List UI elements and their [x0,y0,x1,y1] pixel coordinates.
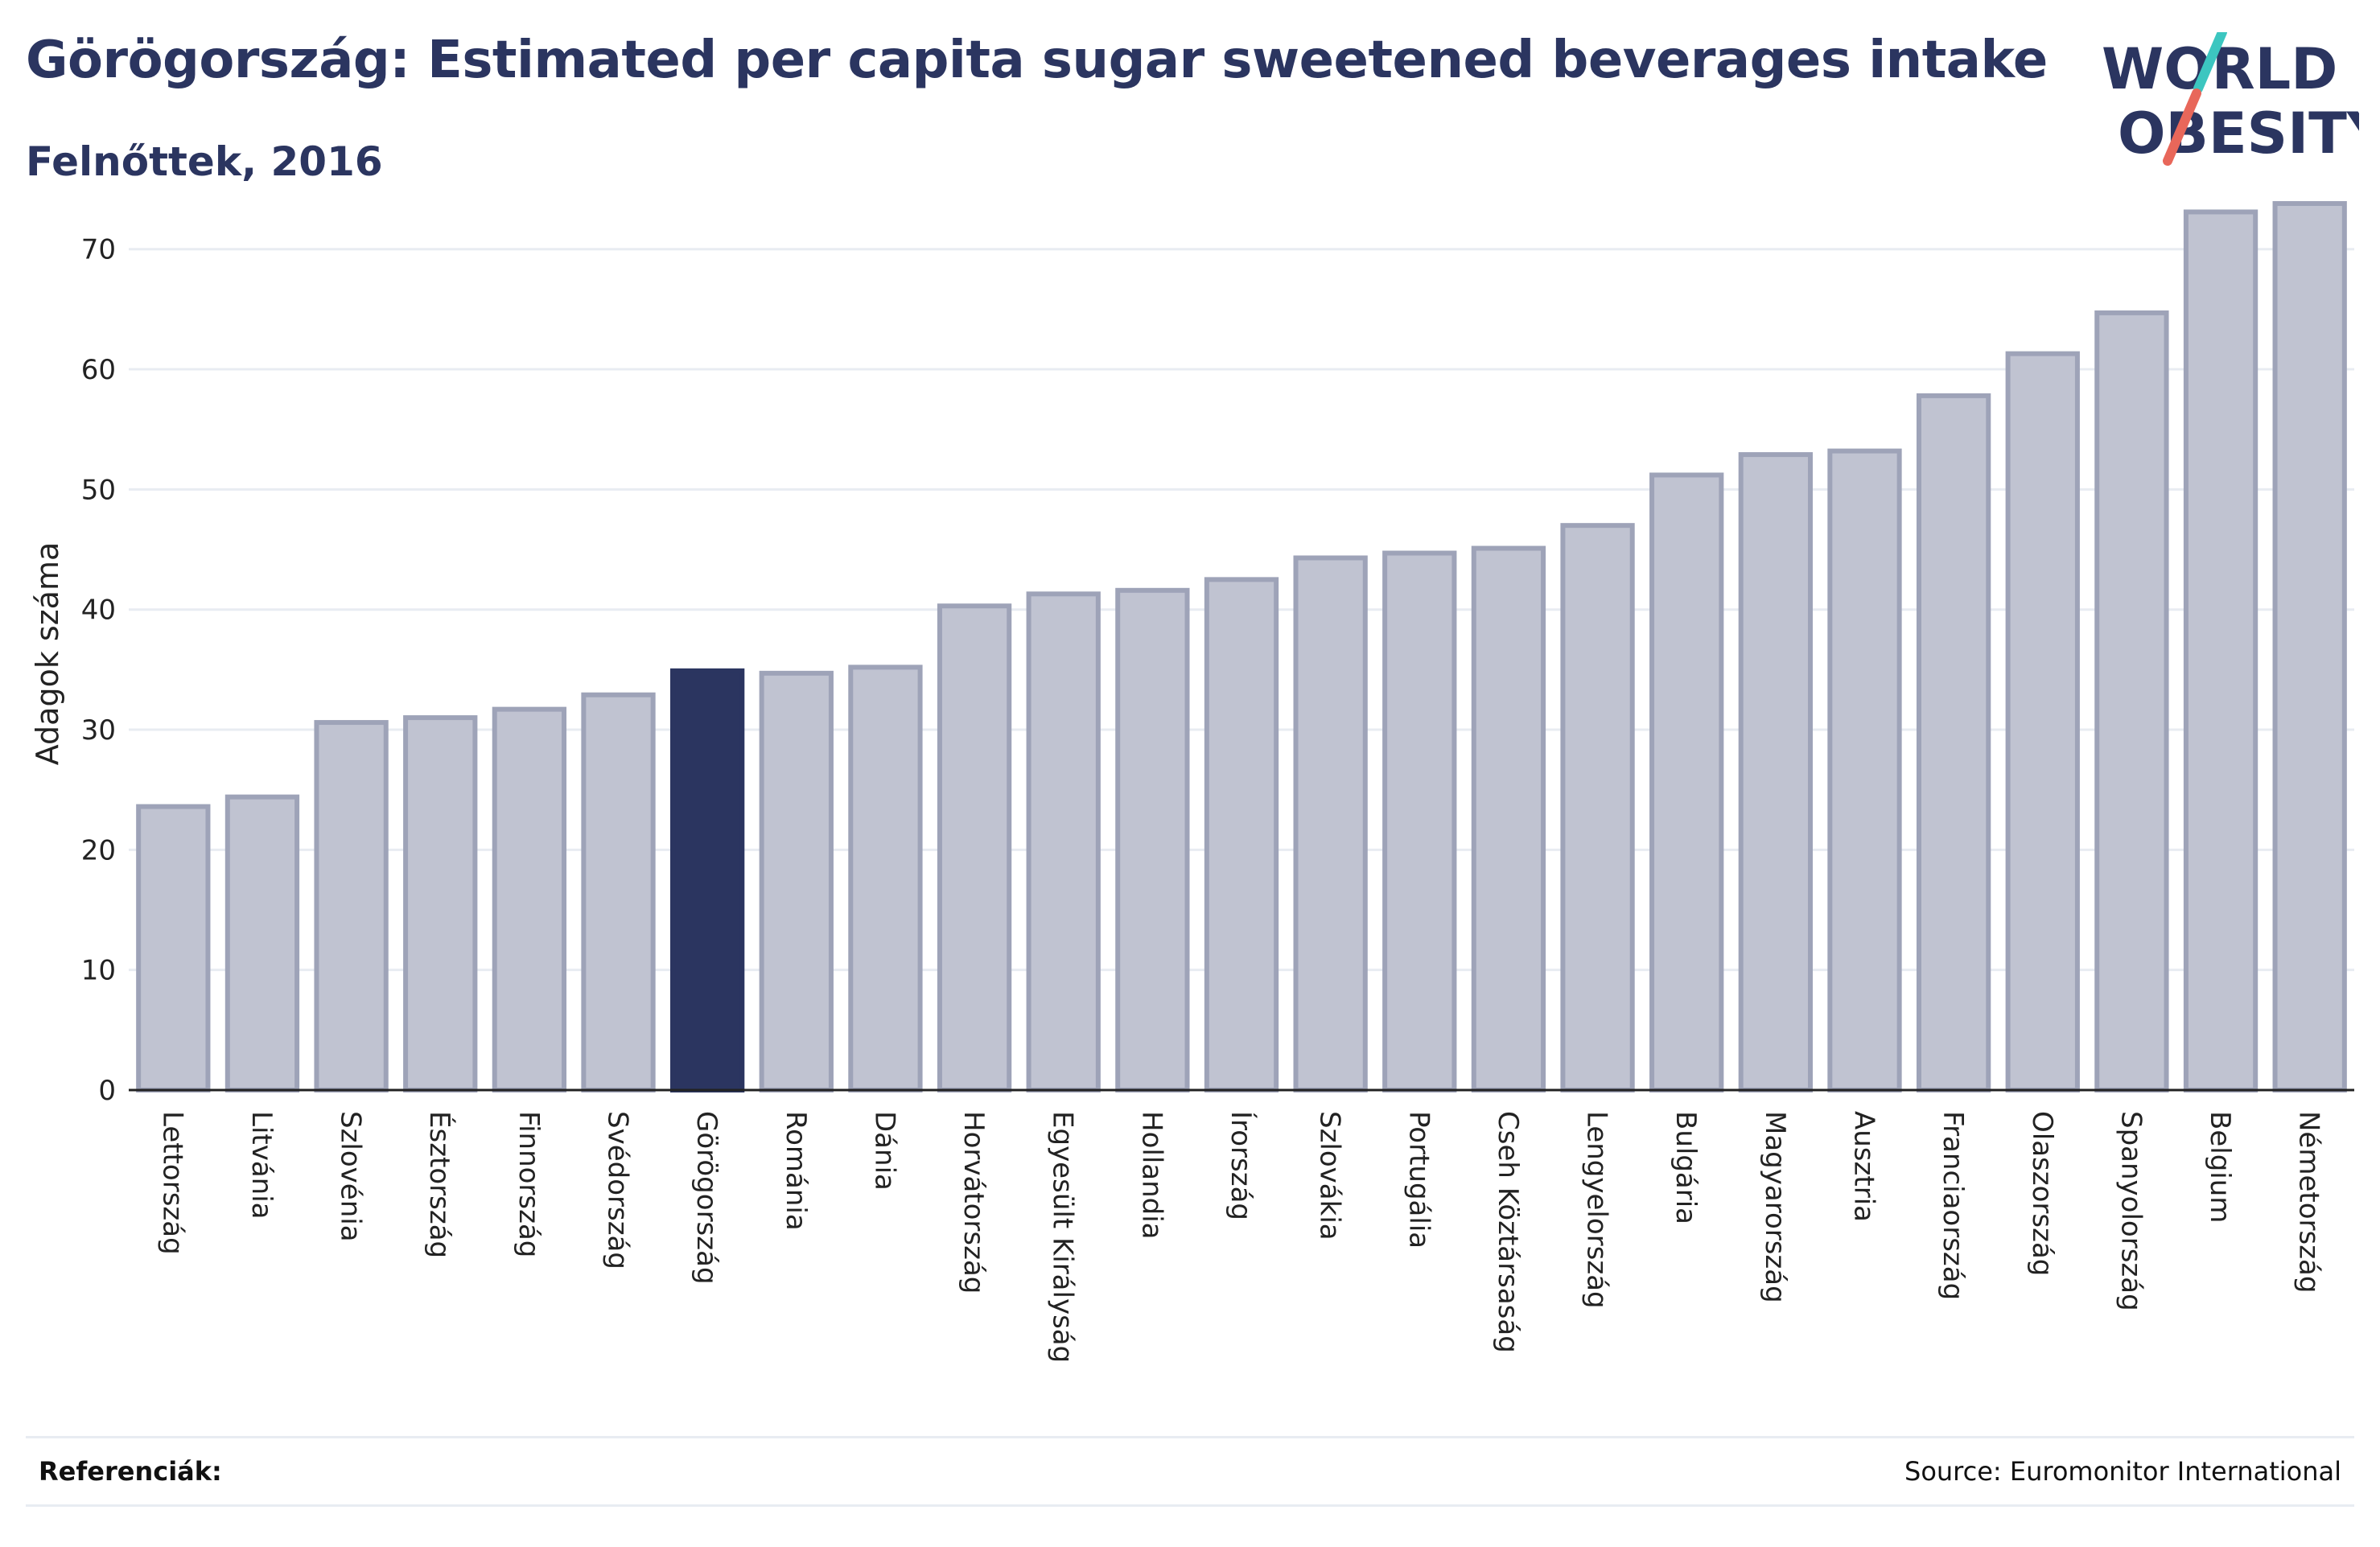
bar-4 [492,706,567,1092]
x-tick-label: Szlovákia [1314,1111,1346,1240]
world-obesity-logo: WORLD OBESITY [2102,32,2359,167]
bar-chart: 0 10 20 30 40 50 60 70 Adagok száma Lettország Lit… [30,200,2354,1363]
bar-23 [2183,209,2259,1092]
references-label: Referenciák: [39,1456,222,1487]
bar-14 [1382,550,1457,1092]
source-text: Source: Euromonitor International [1904,1456,2341,1487]
bar-20 [1916,393,1991,1092]
bar-13 [1293,555,1368,1092]
logo-slash-top [2193,32,2227,93]
logo-line-2: OBESITY [2118,101,2359,167]
bar-24 [2272,200,2347,1093]
bar-8 [848,664,923,1092]
y-tick-label: 60 [81,354,116,386]
bar-5 [581,692,656,1092]
x-tick-label: Ausztria [1847,1111,1880,1222]
x-tick-label: Spanyolország [2114,1111,2147,1311]
bar-10 [1026,591,1101,1092]
bar-11 [1115,587,1190,1092]
x-tick-label: Bulgária [1670,1111,1702,1224]
y-tick-label: 40 [81,595,116,627]
logo-slash-bottom [2163,88,2201,166]
x-tick-label: Finnország [513,1111,545,1257]
x-tick-label: Hollandia [1135,1111,1167,1240]
bar-6 [670,668,745,1092]
bar-9 [937,603,1012,1092]
x-tick-label: Belgium [2204,1111,2236,1223]
x-tick-label: Írország [1225,1111,1258,1220]
x-tick-label: Görögország [690,1111,723,1285]
footer-divider-bottom [26,1504,2354,1507]
x-tick-label: Románia [780,1111,812,1231]
x-tick-label: Litvánia [245,1111,278,1220]
bar-15 [1471,545,1546,1092]
x-tick-label: Egyesült Királyság [1047,1111,1079,1363]
bar-17 [1649,472,1724,1092]
x-tick-label: Dánia [868,1111,900,1191]
bar-19 [1827,448,1902,1092]
x-tick-label: Lengyelország [1581,1111,1613,1309]
bar-16 [1560,523,1635,1092]
bar-21 [2005,351,2080,1092]
y-tick-label: 20 [81,834,116,866]
x-tick-label: Svédország [602,1111,634,1269]
x-tick-label: Cseh Köztársaság [1492,1111,1524,1353]
chart-subtitle: Felnőttek, 2016 [26,138,383,185]
x-tick-label: Németország [2293,1111,2325,1293]
bar-2 [314,720,389,1092]
bar-1 [224,794,300,1092]
chart-title: Görögország: Estimated per capita sugar … [26,31,2048,90]
x-tick-label: Portugália [1402,1111,1435,1249]
bar-3 [403,715,478,1092]
y-tick-label: 30 [81,714,116,747]
x-tick-label: Magyarország [1759,1111,1791,1303]
bar-12 [1204,577,1279,1092]
x-tick-label: Horvátország [957,1111,990,1294]
x-tick-label: Lettország [156,1111,188,1255]
x-tick-label: Olaszország [2026,1111,2058,1276]
x-tick-label: Észtország [423,1111,456,1258]
x-tick-label: Szlovénia [335,1111,367,1242]
y-tick-label: 70 [81,234,116,266]
bar-18 [1738,452,1813,1092]
bar-22 [2094,310,2169,1092]
y-tick-label: 50 [81,474,116,506]
bar-7 [759,670,834,1092]
x-tick-label: Franciaország [1937,1111,1969,1300]
y-axis-label: Adagok száma [30,542,65,766]
footer-divider-top [26,1436,2354,1438]
y-tick-label: 0 [98,1075,116,1107]
bar-0 [136,804,211,1092]
y-tick-label: 10 [81,955,116,987]
